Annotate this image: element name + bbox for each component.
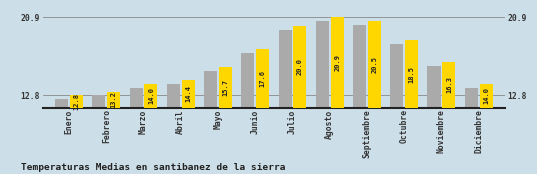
Bar — [241, 53, 255, 108]
Text: 17.6: 17.6 — [260, 70, 266, 87]
Text: 20.5: 20.5 — [372, 56, 378, 73]
Bar — [279, 30, 292, 108]
Text: 20.9: 20.9 — [334, 54, 340, 71]
Bar — [316, 21, 329, 108]
Bar — [167, 84, 180, 108]
Bar — [92, 95, 105, 108]
Text: 13.2: 13.2 — [111, 91, 117, 108]
Text: 18.5: 18.5 — [409, 66, 415, 83]
Bar — [204, 71, 217, 108]
Text: 14.0: 14.0 — [148, 87, 154, 104]
Bar — [465, 88, 478, 108]
Bar — [107, 92, 120, 108]
Bar — [427, 66, 440, 108]
Bar — [55, 99, 68, 108]
Text: 15.7: 15.7 — [222, 79, 228, 96]
Text: Temperaturas Medias en santibanez de la sierra: Temperaturas Medias en santibanez de la … — [21, 163, 286, 172]
Bar — [256, 49, 269, 108]
Text: 16.3: 16.3 — [446, 76, 452, 93]
Bar — [368, 21, 381, 108]
Bar — [442, 62, 455, 108]
Bar — [144, 84, 157, 108]
Text: 14.4: 14.4 — [185, 85, 191, 102]
Bar — [353, 25, 366, 108]
Bar — [219, 68, 232, 108]
Bar — [390, 44, 403, 108]
Bar — [129, 88, 143, 108]
Text: 14.0: 14.0 — [483, 87, 489, 104]
Text: 12.8: 12.8 — [74, 93, 79, 110]
Bar — [331, 17, 344, 108]
Bar — [182, 80, 195, 108]
Bar — [480, 84, 492, 108]
Bar — [405, 41, 418, 108]
Text: 20.0: 20.0 — [297, 58, 303, 76]
Bar — [70, 95, 83, 108]
Bar — [293, 26, 307, 108]
